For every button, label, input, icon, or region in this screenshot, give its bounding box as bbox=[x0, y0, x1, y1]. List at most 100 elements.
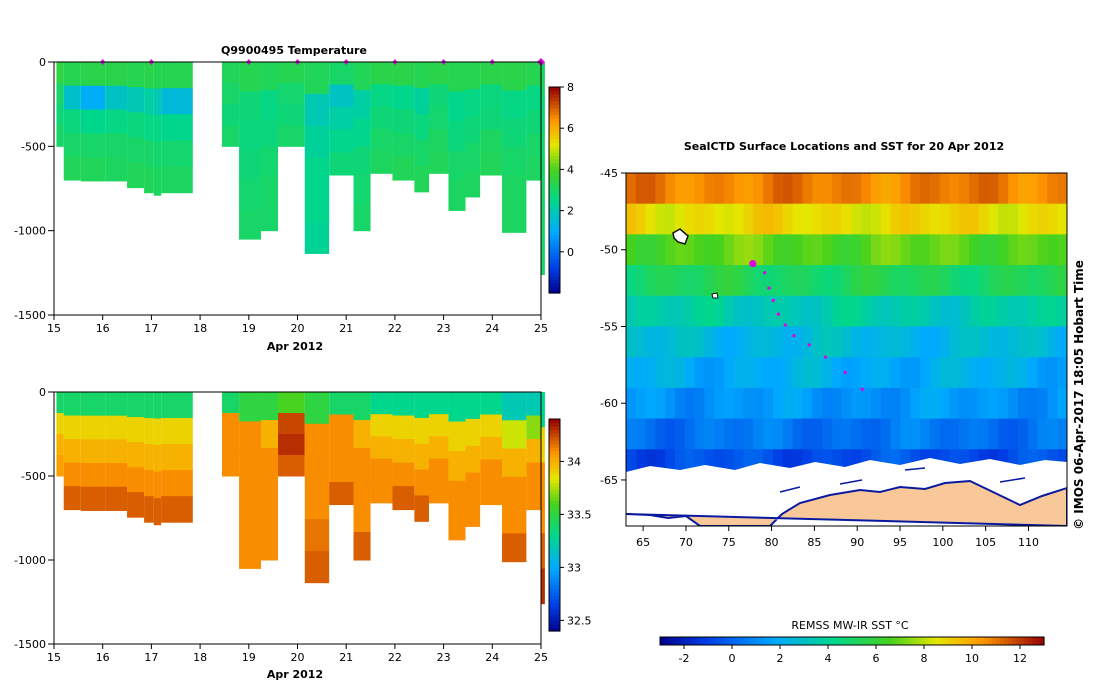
y-tick-label: -500 bbox=[21, 470, 46, 483]
sst-cell bbox=[929, 326, 941, 358]
profile-cell bbox=[63, 85, 81, 110]
sst-cell bbox=[969, 418, 980, 450]
sst-colorbar-step bbox=[724, 637, 729, 645]
colorbar-step bbox=[549, 224, 560, 229]
sst-cell bbox=[1047, 418, 1058, 450]
lon-tick-label: 110 bbox=[1018, 536, 1039, 549]
profile-cell bbox=[353, 90, 371, 119]
x-tick-label: 23 bbox=[437, 651, 451, 664]
sst-cell bbox=[998, 295, 1009, 328]
sst-cell bbox=[704, 295, 715, 328]
profile-cell bbox=[105, 62, 128, 87]
sst-cell bbox=[920, 265, 931, 297]
colorbar-step bbox=[549, 138, 560, 143]
sst-cell bbox=[694, 418, 705, 450]
sst-colorbar-tick-label: -2 bbox=[679, 652, 690, 665]
sst-cell bbox=[714, 173, 725, 205]
sst-cell bbox=[773, 418, 784, 450]
sst-cell bbox=[851, 203, 862, 235]
sst-colorbar-step bbox=[852, 637, 857, 645]
sst-cell bbox=[1018, 265, 1029, 297]
sst-cell bbox=[792, 295, 803, 328]
sst-cell bbox=[1008, 173, 1019, 205]
temperature-colorbar: 0 2 4 6 8 bbox=[548, 81, 574, 294]
profile-cell bbox=[304, 487, 330, 520]
sst-cell bbox=[851, 173, 862, 205]
sst-cell bbox=[851, 418, 862, 450]
colorbar-step bbox=[549, 574, 560, 579]
profile-cell bbox=[465, 142, 481, 171]
profile-cell bbox=[370, 128, 393, 152]
sst-colorbar-step bbox=[684, 637, 689, 645]
profile-cell bbox=[260, 146, 279, 175]
sst-cell bbox=[880, 173, 892, 205]
sst-colorbar-title: REMSS MW-IR SST °C bbox=[791, 619, 909, 632]
x-tick-label: 19 bbox=[242, 322, 256, 335]
sst-cell bbox=[684, 265, 696, 297]
colorbar-step bbox=[549, 200, 560, 205]
profile-cell bbox=[222, 125, 240, 147]
profile-cell bbox=[278, 125, 305, 147]
sst-cell bbox=[939, 234, 950, 266]
sst-cell bbox=[665, 357, 676, 389]
sst-cell bbox=[910, 234, 921, 266]
sst-cell bbox=[635, 418, 647, 450]
colorbar-step bbox=[549, 203, 560, 208]
profile-cell bbox=[161, 418, 193, 445]
profile-cell bbox=[260, 202, 279, 232]
sst-cell bbox=[841, 203, 852, 235]
sst-cell bbox=[694, 357, 705, 389]
colorbar-step bbox=[549, 585, 560, 590]
sst-colorbar-step bbox=[860, 637, 865, 645]
sst-cell bbox=[1037, 265, 1048, 297]
sst-colorbar-step bbox=[748, 637, 753, 645]
lat-tick-label: -65 bbox=[600, 474, 618, 487]
profile-cell bbox=[161, 444, 193, 471]
temperature-y-axis: 0 -500 -1000 -1500 bbox=[14, 56, 54, 322]
sst-cell bbox=[645, 265, 656, 297]
sst-cell bbox=[743, 295, 754, 328]
sst-cell bbox=[1027, 234, 1039, 266]
profile-cell bbox=[222, 83, 240, 105]
profile-cell bbox=[502, 448, 527, 478]
sst-cell bbox=[626, 265, 637, 297]
sst-cell bbox=[782, 173, 794, 205]
colorbar-step bbox=[549, 479, 560, 484]
sst-cell bbox=[704, 387, 715, 420]
profile-cell bbox=[222, 434, 240, 456]
sst-colorbar-step bbox=[960, 637, 965, 645]
sst-colorbar-step bbox=[856, 637, 861, 645]
sst-colorbar-step bbox=[880, 637, 885, 645]
profile-cell bbox=[414, 417, 429, 445]
sst-cell bbox=[704, 265, 715, 297]
colorbar-step bbox=[549, 107, 560, 112]
y-tick-label: 0 bbox=[39, 56, 46, 69]
profile-cell bbox=[329, 392, 354, 416]
sst-cell bbox=[626, 387, 637, 420]
sst-cell bbox=[626, 234, 637, 266]
profile-cell bbox=[304, 93, 330, 127]
sst-cell bbox=[959, 295, 970, 328]
sst-cell bbox=[626, 203, 637, 235]
sst-colorbar-step bbox=[1008, 637, 1013, 645]
sst-colorbar-step bbox=[980, 637, 985, 645]
colorbar-step bbox=[549, 179, 560, 184]
profile-cell bbox=[304, 519, 330, 552]
sst-colorbar-step bbox=[900, 637, 905, 645]
profile-cell bbox=[304, 125, 330, 159]
sst-cell bbox=[841, 449, 852, 475]
sst-cell bbox=[802, 326, 813, 358]
sst-cell bbox=[743, 418, 754, 450]
profile-cell bbox=[465, 392, 481, 420]
sst-cell bbox=[792, 357, 803, 389]
sst-cell bbox=[978, 418, 990, 450]
colorbar-step bbox=[549, 563, 560, 568]
sst-cell bbox=[1057, 357, 1067, 389]
profile-cell bbox=[414, 469, 429, 496]
sst-cell bbox=[714, 265, 725, 297]
sst-colorbar-tick-label: 0 bbox=[729, 652, 736, 665]
profile-cell bbox=[278, 455, 305, 477]
sst-cell bbox=[665, 295, 676, 328]
colorbar-step bbox=[549, 251, 560, 256]
sst-colorbar-step bbox=[876, 637, 881, 645]
